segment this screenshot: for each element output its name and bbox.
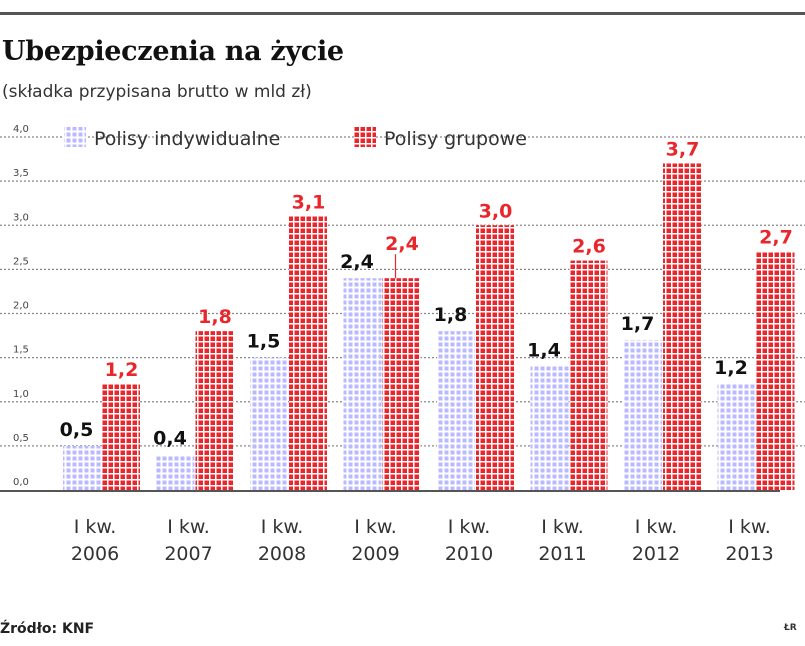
x-tick-label-quarter: I kw. <box>74 516 116 538</box>
value-labels: 0,5 1,2 0,4 1,8 1,5 3,1 2,4 2,4 1,8 3,0 1,4 2,6 1,7 3… <box>60 138 793 449</box>
value-label-group: 1,2 <box>105 359 139 381</box>
value-label-individual: 1,2 <box>714 357 748 379</box>
y-tick-label: 3,0 <box>13 212 29 223</box>
value-label-group: 2,7 <box>759 227 793 249</box>
bar-individual <box>343 278 382 490</box>
bar-group <box>569 260 608 490</box>
value-label-group: 2,4 <box>385 233 419 255</box>
bar-individual <box>530 366 569 490</box>
value-label-group: 3,7 <box>666 138 700 160</box>
x-tick-label-quarter: I kw. <box>448 516 490 538</box>
value-label-individual: 0,5 <box>60 419 94 441</box>
value-label-individual: 0,4 <box>153 428 187 450</box>
x-tick-label-year: 2013 <box>725 543 773 565</box>
value-label-group: 2,6 <box>572 236 606 258</box>
x-tick-label-year: 2008 <box>258 543 306 565</box>
legend-label-group: Polisy grupowe <box>384 128 527 150</box>
x-tick-label-year: 2011 <box>538 543 586 565</box>
bar-group <box>756 251 795 490</box>
bar-group <box>195 331 234 490</box>
y-tick-label: 2,0 <box>13 301 29 312</box>
y-tick-label: 3,5 <box>13 168 29 179</box>
x-tick-label-quarter: I kw. <box>354 516 396 538</box>
x-axis-labels: I kw. 2006 I kw. 2007 I kw. 2008 I kw. 2009 I kw… <box>71 516 774 565</box>
x-tick-label-year: 2010 <box>445 543 493 565</box>
chart-title: Ubezpieczenia na życie <box>2 36 344 67</box>
bars <box>63 163 795 491</box>
bar-group <box>289 216 327 491</box>
y-tick-label: 2,5 <box>13 256 29 267</box>
x-tick-label-quarter: I kw. <box>635 516 677 538</box>
x-tick-label-year: 2009 <box>351 543 399 565</box>
value-label-individual: 1,5 <box>247 331 281 353</box>
source-note: Źródło: KNF <box>0 621 95 637</box>
bar-individual <box>156 454 195 490</box>
value-label-group: 3,0 <box>479 200 513 222</box>
y-tick-label: 0,0 <box>13 477 29 488</box>
chart-subtitle: (składka przypisana brutto w mld zł) <box>2 82 312 102</box>
bar-group <box>102 384 140 490</box>
value-label-group: 1,8 <box>198 306 232 328</box>
bar-group <box>382 278 421 490</box>
legend-swatch-individual <box>64 127 86 147</box>
top-rule <box>0 12 805 15</box>
bar-group <box>476 225 514 490</box>
bar-individual <box>624 339 662 490</box>
value-label-individual: 1,7 <box>621 313 655 335</box>
bar-group <box>663 163 701 490</box>
x-tick-label-quarter: I kw. <box>728 516 770 538</box>
bar-individual <box>717 384 756 490</box>
bar-individual <box>250 357 288 490</box>
x-tick-label-quarter: I kw. <box>541 516 583 538</box>
x-tick-label-quarter: I kw. <box>261 516 303 538</box>
value-label-individual: 1,8 <box>434 304 468 326</box>
y-tick-label: 1,5 <box>13 345 29 356</box>
y-tick-label: 4,0 <box>13 124 29 135</box>
y-tick-label: 1,0 <box>13 389 29 400</box>
legend: Polisy indywidualne Polisy grupowe <box>64 127 527 150</box>
y-axis-ticks: 0,0 0,5 1,0 1,5 2,0 2,5 3,0 3,5 4,0 <box>13 124 29 488</box>
bar-individual <box>437 331 475 490</box>
x-tick-label-year: 2007 <box>164 543 212 565</box>
legend-label-individual: Polisy indywidualne <box>94 128 280 150</box>
y-tick-label: 0,5 <box>13 433 29 444</box>
x-tick-label-quarter: I kw. <box>167 516 209 538</box>
value-label-individual: 1,4 <box>527 339 561 361</box>
author-credit: ŁR <box>784 623 797 633</box>
x-tick-label-year: 2012 <box>632 543 680 565</box>
value-label-group: 3,1 <box>292 191 326 213</box>
x-tick-label-year: 2006 <box>71 543 119 565</box>
legend-swatch-group <box>354 127 376 147</box>
value-label-individual: 2,4 <box>340 251 374 273</box>
bar-individual <box>63 445 101 490</box>
